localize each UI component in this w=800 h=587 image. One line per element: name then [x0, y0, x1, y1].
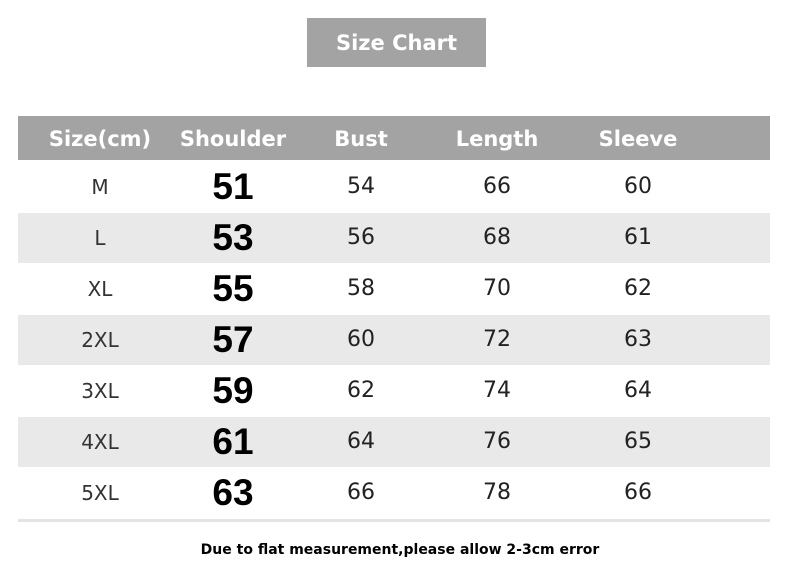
header-sleeve: Sleeve [598, 127, 678, 151]
cell-sleeve: 66 [624, 480, 652, 505]
cell-sleeve: 64 [624, 378, 652, 403]
cell-bust: 60 [347, 327, 375, 352]
header-bust: Bust [334, 127, 388, 151]
table-bottom-divider [18, 519, 770, 522]
header-size: Size(cm) [48, 127, 152, 151]
cell-shoulder: 61 [212, 421, 254, 462]
cell-shoulder: 57 [212, 319, 254, 360]
cell-sleeve: 60 [624, 174, 652, 199]
cell-length: 76 [483, 429, 511, 454]
cell-bust: 58 [347, 276, 375, 301]
cell-size: 4XL [81, 430, 119, 454]
table-row: XL 55 58 70 62 [18, 264, 770, 314]
cell-shoulder: 55 [212, 268, 254, 309]
cell-sleeve: 65 [624, 429, 652, 454]
table-row: 3XL 59 62 74 64 [18, 366, 770, 416]
cell-length: 68 [483, 225, 511, 250]
cell-length: 70 [483, 276, 511, 301]
cell-sleeve: 61 [624, 225, 652, 250]
cell-bust: 66 [347, 480, 375, 505]
table-row: L 53 56 68 61 [18, 213, 770, 263]
cell-size: XL [87, 277, 113, 301]
measurement-note: Due to flat measurement,please allow 2-3… [200, 542, 600, 558]
cell-sleeve: 62 [624, 276, 652, 301]
table-header: Size(cm) Shoulder Bust Length Sleeve [18, 116, 770, 160]
header-length: Length [455, 127, 539, 151]
cell-length: 66 [483, 174, 511, 199]
table-row: M 51 54 66 60 [18, 162, 770, 212]
cell-size: 5XL [81, 481, 119, 505]
table-row: 5XL 63 66 78 66 [18, 468, 770, 518]
cell-shoulder: 51 [212, 166, 254, 207]
table-row: 4XL 61 64 76 65 [18, 417, 770, 467]
cell-length: 74 [483, 378, 511, 403]
cell-size: L [94, 226, 106, 250]
cell-length: 72 [483, 327, 511, 352]
cell-bust: 64 [347, 429, 375, 454]
cell-bust: 56 [347, 225, 375, 250]
cell-bust: 62 [347, 378, 375, 403]
cell-size: M [91, 175, 109, 199]
cell-size: 3XL [81, 379, 119, 403]
cell-size: 2XL [81, 328, 119, 352]
table-row: 2XL 57 60 72 63 [18, 315, 770, 365]
header-shoulder: Shoulder [179, 127, 287, 151]
cell-bust: 54 [347, 174, 375, 199]
size-chart-title: Size Chart [307, 18, 486, 67]
cell-shoulder: 63 [212, 472, 254, 513]
cell-shoulder: 53 [212, 217, 254, 258]
cell-length: 78 [483, 480, 511, 505]
cell-sleeve: 63 [624, 327, 652, 352]
cell-shoulder: 59 [212, 370, 254, 411]
